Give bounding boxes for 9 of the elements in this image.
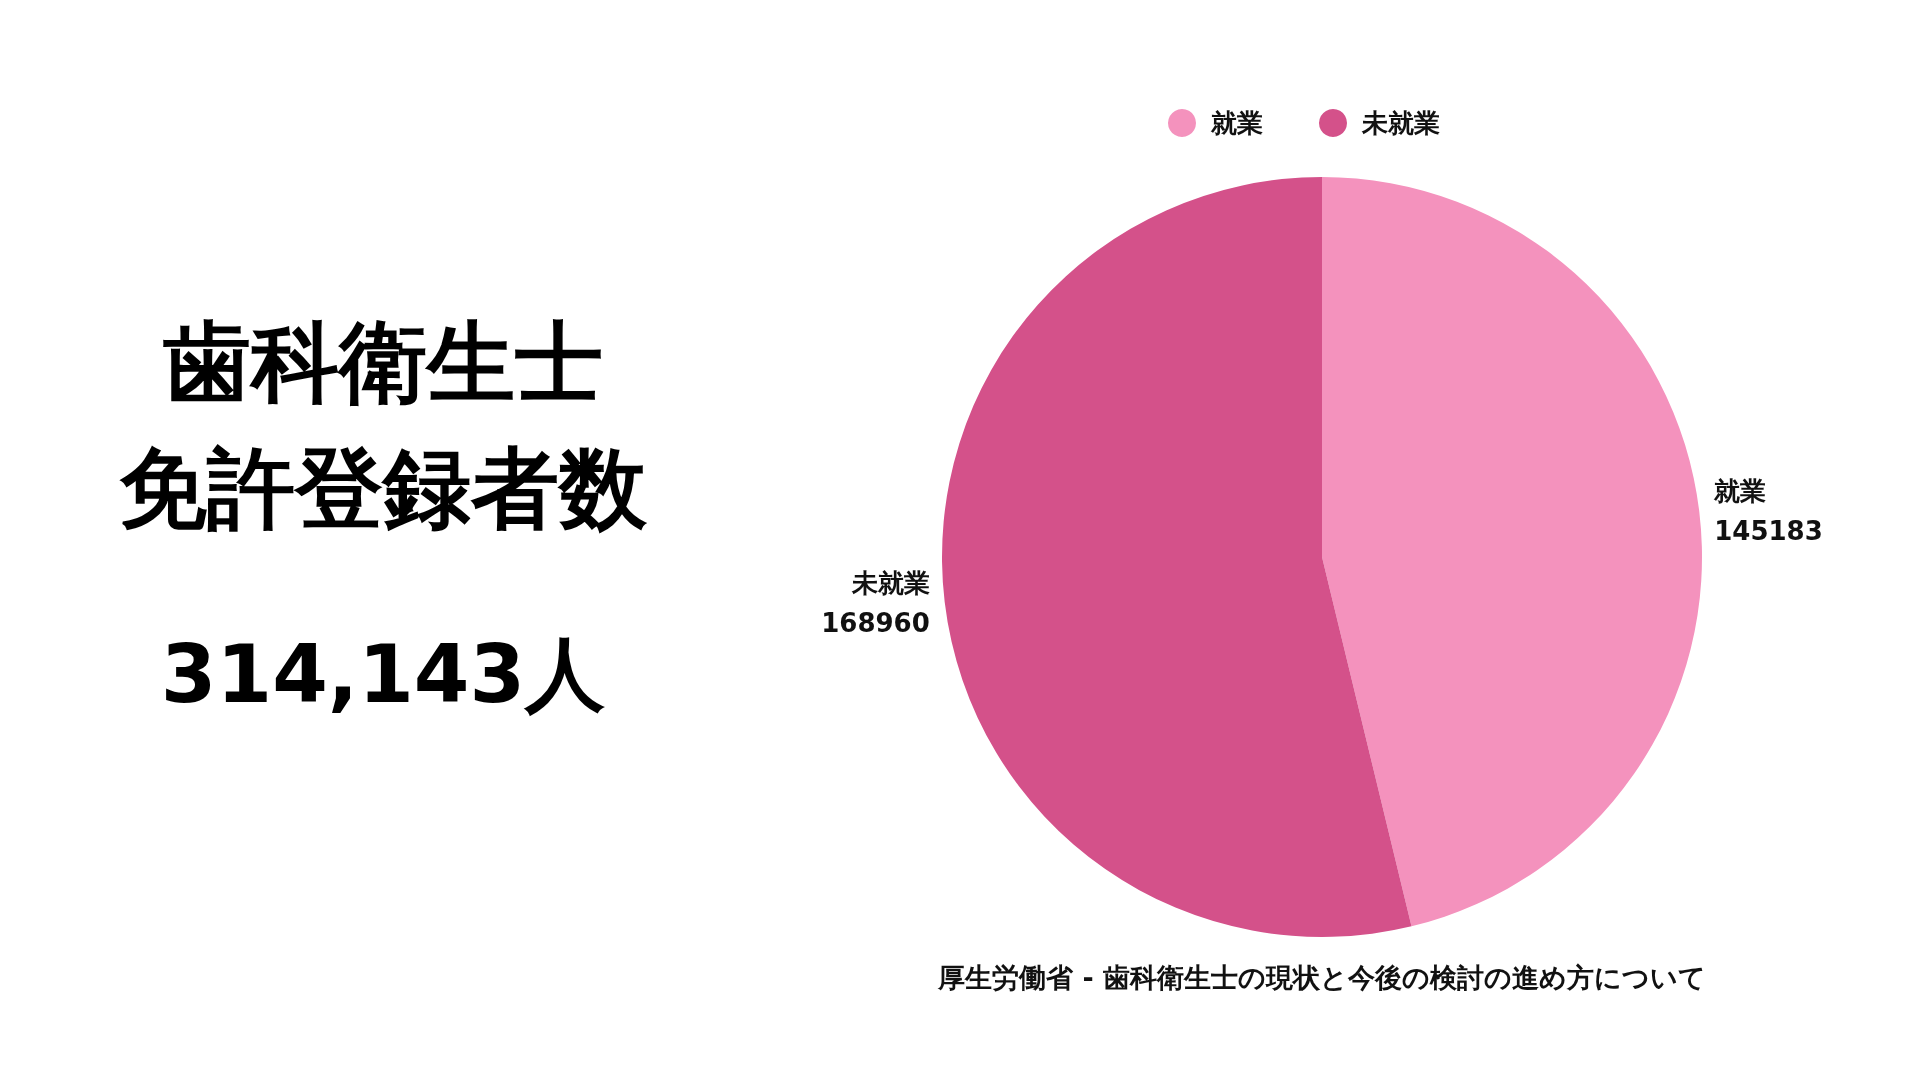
data-label: 168960 [821, 608, 930, 639]
text: 314,143人 [160, 627, 606, 721]
slice-label: 就業 [1713, 475, 1767, 506]
data-label: 145183 [1714, 515, 1823, 546]
text: 厚生労働省 - 歯科衛生士の現状と今後の検討の進め方について [936, 961, 1707, 993]
text: 歯科衛生士免許登録者数 [119, 310, 648, 540]
legend-label: 就業 [1210, 108, 1263, 138]
slice-label: 未就業 [850, 568, 930, 599]
legend-label: 未就業 [1361, 108, 1440, 138]
